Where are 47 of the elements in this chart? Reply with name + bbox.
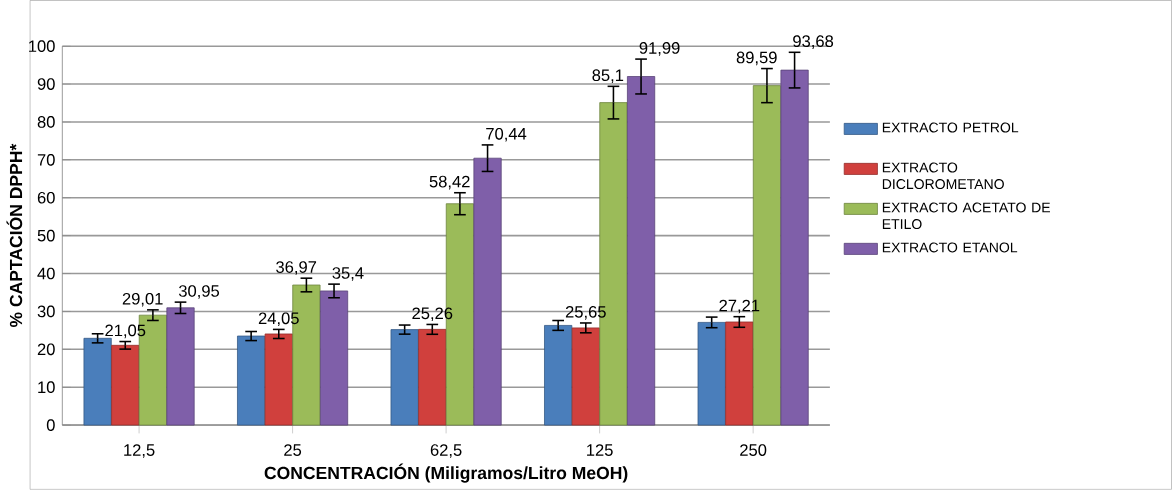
- data-label: 89,59: [736, 51, 777, 66]
- bar: [319, 290, 349, 426]
- bar: [418, 329, 447, 426]
- y-tick-label: 60: [37, 191, 55, 204]
- bar: [264, 333, 293, 426]
- bar: [544, 325, 573, 426]
- y-tick-label: 80: [37, 116, 55, 128]
- y-tick-label: 40: [37, 267, 55, 280]
- x-tick-label: 250: [740, 444, 767, 457]
- x-tick-label: 125: [587, 444, 613, 457]
- y-tick-label: 10: [38, 381, 55, 394]
- bar: [725, 321, 754, 426]
- bar: [83, 338, 112, 426]
- x-tick-label: 12,5: [124, 444, 155, 458]
- data-label: 58,42: [429, 175, 470, 190]
- data-label: 35,4: [332, 267, 364, 281]
- y-tick-label: 0: [46, 419, 55, 432]
- y-tick-label: 100: [29, 40, 55, 53]
- bar: [780, 69, 809, 426]
- data-label: 29,01: [122, 292, 163, 307]
- x-axis-title: CONCENTRACIÓN (Miligramos/Litro MeOH): [264, 463, 628, 483]
- data-label: 36,97: [276, 261, 317, 275]
- bar: [473, 157, 502, 426]
- x-tick-label: 25: [284, 444, 302, 457]
- data-label: 91,99: [639, 42, 680, 56]
- bar: [111, 345, 140, 426]
- y-tick-label: 70: [37, 154, 55, 166]
- y-axis-title: % CAPTACIÓN DPPH*: [6, 143, 23, 328]
- y-tick-label: 30: [37, 305, 55, 318]
- bar: [571, 327, 600, 426]
- y-tick-label: 50: [37, 229, 55, 242]
- x-tick-label: 62,5: [430, 444, 462, 458]
- data-label: 85,1: [592, 69, 624, 84]
- bar: [166, 307, 195, 426]
- y-tick-label: 20: [37, 343, 55, 356]
- legend-label: EXTRACTO ACETATO DE ETILO: [882, 202, 1050, 230]
- legend-label: EXTRACTO ETANOL: [882, 242, 1018, 253]
- bar: [390, 329, 419, 426]
- bar: [697, 322, 726, 426]
- bar: [627, 76, 656, 426]
- data-label: 30,95: [178, 285, 220, 299]
- bar: [237, 335, 266, 426]
- legend-label: EXTRACTO DICLOROMETANO: [882, 162, 1004, 190]
- legend-label: EXTRACTO PETROL: [882, 122, 1019, 133]
- data-label: 70,44: [486, 128, 527, 142]
- y-tick-label: 90: [37, 78, 55, 91]
- data-label: 93,68: [793, 35, 834, 50]
